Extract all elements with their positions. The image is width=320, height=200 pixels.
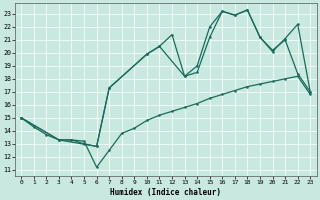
X-axis label: Humidex (Indice chaleur): Humidex (Indice chaleur) xyxy=(110,188,221,197)
